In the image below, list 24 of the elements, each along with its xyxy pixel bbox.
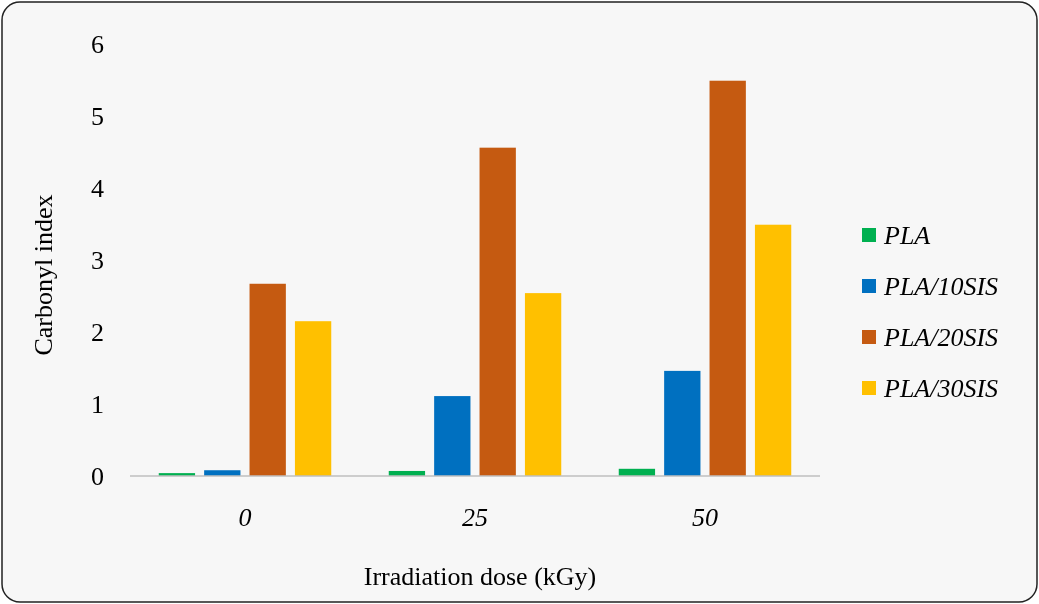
bar	[434, 396, 471, 476]
x-axis-title: Irradiation dose (kGy)	[363, 562, 597, 591]
y-tick-label: 0	[91, 462, 104, 492]
bar	[479, 147, 516, 476]
bar	[754, 224, 792, 476]
x-tick-label: 50	[692, 503, 718, 532]
bar	[709, 80, 746, 476]
y-tick-label: 6	[91, 30, 104, 60]
bar	[664, 370, 701, 476]
bar	[294, 321, 332, 476]
x-tick-label: 0	[238, 503, 252, 532]
legend-label: PLA/20SIS	[883, 323, 999, 353]
y-tick-label: 1	[91, 390, 104, 420]
y-tick-label: 2	[91, 318, 104, 348]
y-tick-label: 5	[91, 102, 104, 132]
y-axis-title: Carbonyl index	[29, 194, 58, 356]
y-tick-label: 4	[91, 174, 104, 204]
bar	[249, 283, 286, 476]
x-tick-label: 25	[462, 503, 488, 532]
bar	[524, 293, 562, 476]
legend-label: PLA/30SIS	[883, 374, 999, 404]
y-tick-label: 3	[91, 246, 104, 276]
legend-label: PLA	[883, 221, 931, 251]
legend-label: PLA/10SIS	[883, 272, 999, 302]
